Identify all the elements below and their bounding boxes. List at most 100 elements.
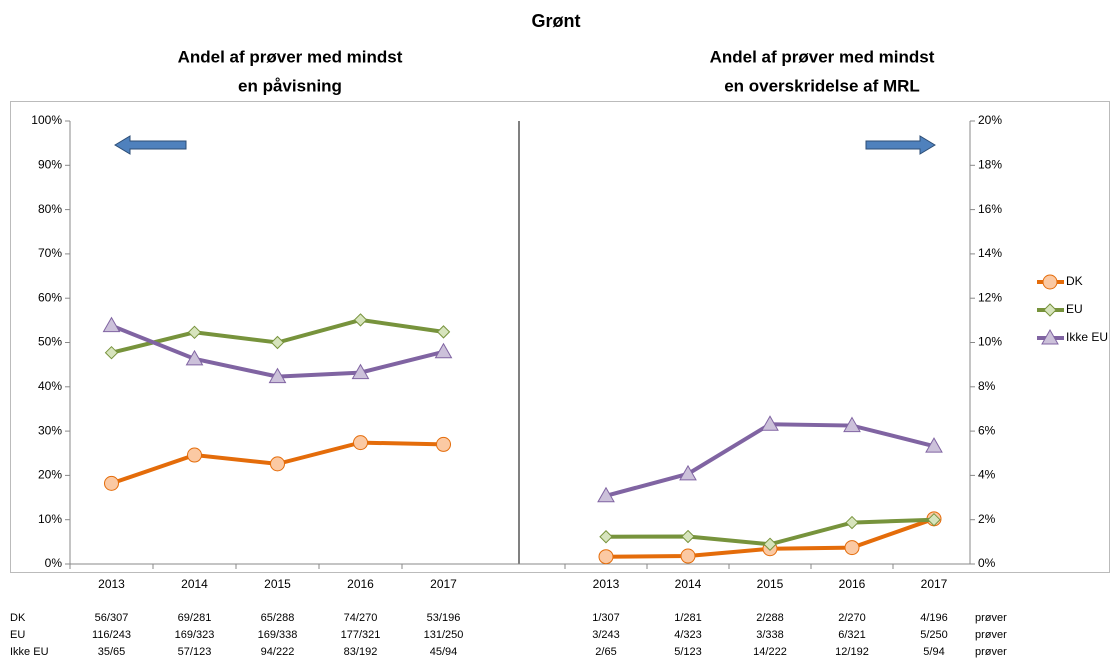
unit-label: prøver xyxy=(975,612,1007,624)
y-tick-label: 4% xyxy=(978,468,996,482)
panel-title: Andel af prøver med mindst xyxy=(710,47,935,66)
marker xyxy=(599,530,613,544)
y-tick-label: 90% xyxy=(38,157,62,171)
sample-count: 131/250 xyxy=(424,629,464,641)
x-tick-label: 2013 xyxy=(98,577,125,591)
marker xyxy=(681,529,695,544)
sample-count: 94/222 xyxy=(261,646,295,658)
sample-count: 53/196 xyxy=(427,612,461,624)
chart-frame xyxy=(10,101,1110,573)
sample-count: 3/338 xyxy=(756,629,784,641)
sample-count: 2/288 xyxy=(756,612,784,624)
legend-marker xyxy=(1043,303,1057,317)
x-tick-label: 2017 xyxy=(921,577,948,591)
chart-title: Grønt xyxy=(532,11,581,31)
marker xyxy=(102,316,121,333)
y-tick-label: 50% xyxy=(38,335,62,349)
arrow-right xyxy=(865,135,936,155)
sample-count: 56/307 xyxy=(95,612,129,624)
marker xyxy=(353,435,368,451)
marker xyxy=(844,540,860,556)
sample-count: 83/192 xyxy=(344,646,378,658)
sample-count: 4/196 xyxy=(920,612,948,624)
y-tick-label: 8% xyxy=(978,379,996,393)
marker xyxy=(598,549,614,565)
row-label: EU xyxy=(10,629,25,641)
sample-count: 74/270 xyxy=(344,612,378,624)
y-tick-label: 80% xyxy=(38,202,62,216)
marker xyxy=(270,335,285,350)
sample-count: 35/65 xyxy=(98,646,126,658)
y-tick-label: 0% xyxy=(978,556,996,570)
y-tick-label: 70% xyxy=(38,246,62,260)
y-tick-label: 14% xyxy=(978,246,1002,260)
x-tick-label: 2014 xyxy=(181,577,208,591)
panel-title: en påvisning xyxy=(238,76,342,95)
y-tick-label: 18% xyxy=(978,157,1002,171)
y-tick-label: 20% xyxy=(978,113,1002,127)
row-label: Ikke EU xyxy=(10,646,49,658)
legend-label: Ikke EU xyxy=(1066,330,1108,344)
sample-count: 69/281 xyxy=(178,612,212,624)
marker xyxy=(270,456,285,472)
x-tick-label: 2014 xyxy=(675,577,702,591)
legend-label: EU xyxy=(1066,302,1083,316)
legend-label: DK xyxy=(1066,274,1083,288)
panel-title: en overskridelse af MRL xyxy=(724,76,920,95)
y-tick-label: 60% xyxy=(38,290,62,304)
y-tick-label: 40% xyxy=(38,379,62,393)
marker xyxy=(597,486,615,503)
sample-count: 3/243 xyxy=(592,629,620,641)
y-tick-label: 20% xyxy=(38,468,62,482)
sample-count: 5/250 xyxy=(920,629,948,641)
sample-count: 2/65 xyxy=(595,646,616,658)
marker xyxy=(351,363,370,380)
marker xyxy=(104,345,119,360)
marker xyxy=(353,313,368,327)
marker xyxy=(436,325,451,339)
y-tick-label: 100% xyxy=(31,113,62,127)
x-tick-label: 2016 xyxy=(839,577,866,591)
marker xyxy=(104,475,119,491)
sample-count: 65/288 xyxy=(261,612,295,624)
panel-title: Andel af prøver med mindst xyxy=(178,47,403,66)
sample-count: 169/323 xyxy=(175,629,215,641)
marker xyxy=(185,349,204,366)
legend-marker xyxy=(1041,328,1059,345)
marker xyxy=(679,464,697,481)
y-tick-label: 10% xyxy=(978,335,1002,349)
y-tick-label: 12% xyxy=(978,290,1002,304)
sample-count: 1/307 xyxy=(592,612,620,624)
y-tick-label: 16% xyxy=(978,202,1002,216)
x-tick-label: 2015 xyxy=(264,577,291,591)
sample-count: 4/323 xyxy=(674,629,702,641)
y-tick-label: 30% xyxy=(38,423,62,437)
sample-count: 169/338 xyxy=(258,629,298,641)
marker xyxy=(763,537,777,551)
x-tick-label: 2015 xyxy=(757,577,784,591)
sample-count: 12/192 xyxy=(835,646,869,658)
sample-count: 57/123 xyxy=(178,646,212,658)
sample-count: 14/222 xyxy=(753,646,787,658)
unit-label: prøver xyxy=(975,629,1007,641)
marker xyxy=(761,415,779,431)
sample-count: 5/123 xyxy=(674,646,702,658)
y-tick-label: 10% xyxy=(38,512,62,526)
x-tick-label: 2016 xyxy=(347,577,374,591)
y-tick-label: 2% xyxy=(978,512,996,526)
arrow-left xyxy=(114,135,187,155)
marker xyxy=(927,512,941,527)
sample-count: 6/321 xyxy=(838,629,866,641)
marker xyxy=(268,367,287,384)
unit-label: prøver xyxy=(975,646,1007,658)
legend-marker xyxy=(1042,274,1058,290)
sample-count: 5/94 xyxy=(923,646,944,658)
y-tick-label: 0% xyxy=(45,556,63,570)
marker xyxy=(434,342,453,359)
row-label: DK xyxy=(10,612,26,624)
marker xyxy=(187,447,202,463)
sample-count: 45/94 xyxy=(430,646,458,658)
marker xyxy=(436,436,451,452)
marker xyxy=(680,548,696,564)
